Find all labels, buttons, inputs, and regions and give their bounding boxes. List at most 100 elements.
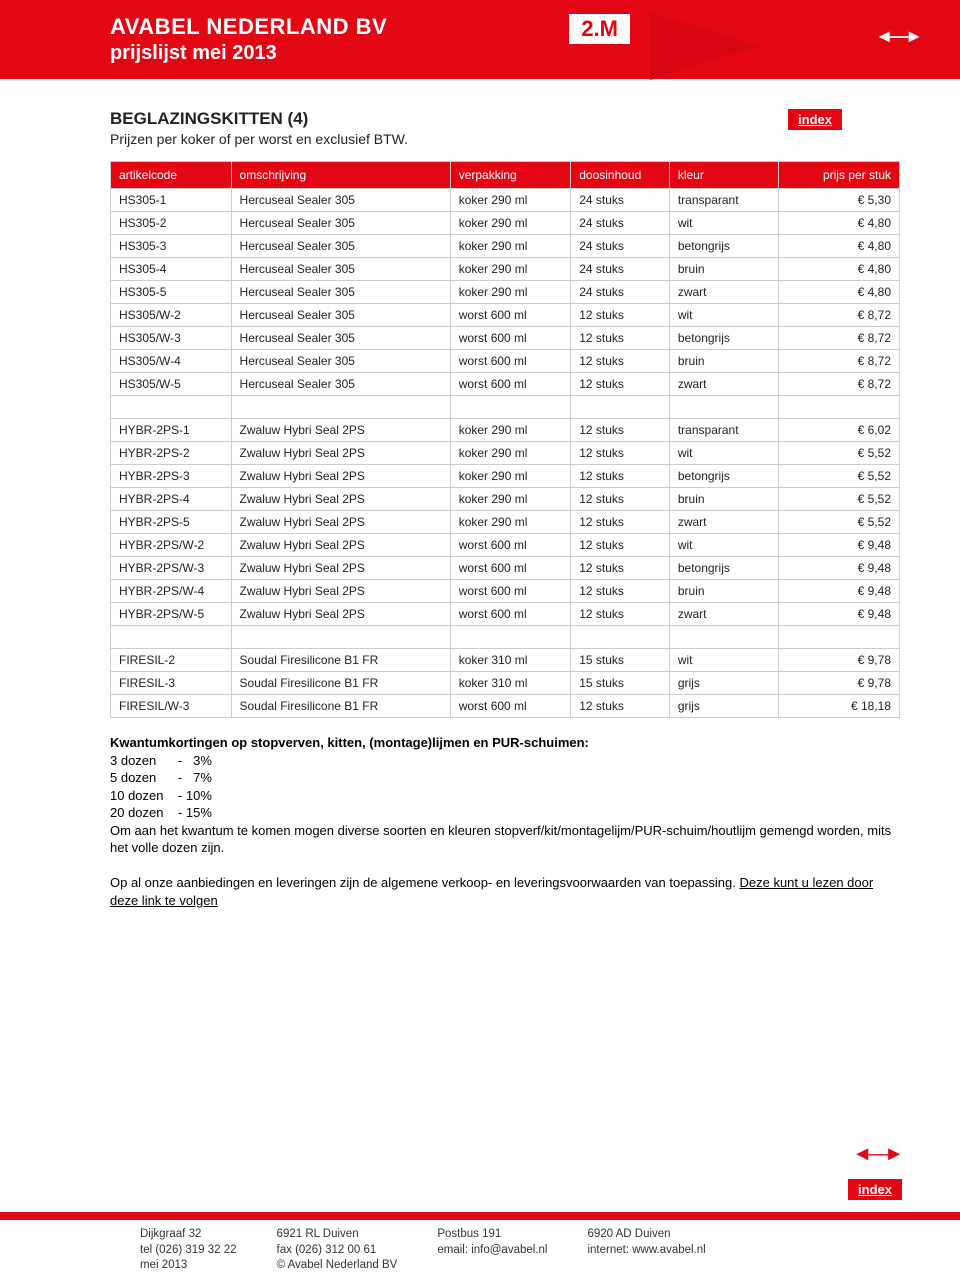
cell: HS305/W-3: [111, 327, 232, 350]
cell: 12 stuks: [571, 557, 670, 580]
index-link-top[interactable]: index: [788, 109, 842, 130]
table-row: HYBR-2PS/W-5Zwaluw Hybri Seal 2PSworst 6…: [111, 603, 900, 626]
cell: worst 600 ml: [450, 534, 571, 557]
cell: wit: [669, 212, 779, 235]
cell: worst 600 ml: [450, 580, 571, 603]
cell: € 4,80: [779, 235, 900, 258]
table-row: HYBR-2PS/W-4Zwaluw Hybri Seal 2PSworst 6…: [111, 580, 900, 603]
cell: € 4,80: [779, 281, 900, 304]
column-header: prijs per stuk: [779, 162, 900, 189]
cell: 12 stuks: [571, 373, 670, 396]
footer: Dijkgraaf 32tel (026) 319 32 22mei 2013 …: [0, 1227, 960, 1274]
cell: € 9,48: [779, 534, 900, 557]
cell: worst 600 ml: [450, 557, 571, 580]
cell: € 4,80: [779, 258, 900, 281]
cell: betongrijs: [669, 557, 779, 580]
cell: Hercuseal Sealer 305: [231, 350, 450, 373]
cell: € 5,52: [779, 442, 900, 465]
cell: grijs: [669, 695, 779, 718]
cell: 12 stuks: [571, 419, 670, 442]
cell: Zwaluw Hybri Seal 2PS: [231, 603, 450, 626]
cell: HYBR-2PS/W-4: [111, 580, 232, 603]
cell: HYBR-2PS-4: [111, 488, 232, 511]
cell: koker 290 ml: [450, 419, 571, 442]
cell: zwart: [669, 511, 779, 534]
cell: 15 stuks: [571, 649, 670, 672]
index-link-bottom[interactable]: index: [848, 1179, 902, 1200]
nav-arrows-bottom-icon[interactable]: ◄—►: [852, 1143, 900, 1166]
column-header: doosinhoud: [571, 162, 670, 189]
cell: € 9,78: [779, 672, 900, 695]
discount-lines: 3 dozen - 3%5 dozen - 7%10 dozen - 10%20…: [110, 753, 212, 821]
cell: zwart: [669, 603, 779, 626]
cell: worst 600 ml: [450, 603, 571, 626]
notes-para2a: Op al onze aanbiedingen en leveringen zi…: [110, 875, 739, 890]
cell: bruin: [669, 580, 779, 603]
cell: € 4,80: [779, 212, 900, 235]
nav-arrows-icon[interactable]: ◄—►: [875, 26, 920, 47]
section-title: BEGLAZINGSKITTEN (4): [110, 109, 900, 129]
cell: 12 stuks: [571, 350, 670, 373]
table-row: HYBR-2PS-3Zwaluw Hybri Seal 2PSkoker 290…: [111, 465, 900, 488]
cell: 12 stuks: [571, 511, 670, 534]
cell: betongrijs: [669, 235, 779, 258]
column-header: artikelcode: [111, 162, 232, 189]
cell: HYBR-2PS-3: [111, 465, 232, 488]
table-row: [111, 396, 900, 419]
cell: wit: [669, 442, 779, 465]
table-row: HS305-4Hercuseal Sealer 305koker 290 ml2…: [111, 258, 900, 281]
cell: wit: [669, 649, 779, 672]
cell: worst 600 ml: [450, 350, 571, 373]
cell: Soudal Firesilicone B1 FR: [231, 695, 450, 718]
cell: 12 stuks: [571, 442, 670, 465]
cell: 12 stuks: [571, 580, 670, 603]
table-row: HS305/W-3Hercuseal Sealer 305worst 600 m…: [111, 327, 900, 350]
table-row: FIRESIL-2Soudal Firesilicone B1 FRkoker …: [111, 649, 900, 672]
cell: zwart: [669, 373, 779, 396]
notes-block: Kwantumkortingen op stopverven, kitten, …: [110, 734, 900, 909]
table-row: HYBR-2PS/W-2Zwaluw Hybri Seal 2PSworst 6…: [111, 534, 900, 557]
cell: koker 290 ml: [450, 511, 571, 534]
cell: transparant: [669, 419, 779, 442]
table-row: [111, 626, 900, 649]
cell: Hercuseal Sealer 305: [231, 212, 450, 235]
notes-heading: Kwantumkortingen op stopverven, kitten, …: [110, 735, 589, 750]
cell: wit: [669, 304, 779, 327]
cell: HS305-3: [111, 235, 232, 258]
cell: 24 stuks: [571, 235, 670, 258]
cell: worst 600 ml: [450, 304, 571, 327]
cell: Soudal Firesilicone B1 FR: [231, 649, 450, 672]
footer-col-1: Dijkgraaf 32tel (026) 319 32 22mei 2013: [140, 1227, 237, 1274]
column-header: omschrijving: [231, 162, 450, 189]
cell: Hercuseal Sealer 305: [231, 258, 450, 281]
cell: HS305/W-4: [111, 350, 232, 373]
cell: HYBR-2PS-1: [111, 419, 232, 442]
cell: Zwaluw Hybri Seal 2PS: [231, 488, 450, 511]
header-triangle-icon: [650, 12, 760, 80]
cell: koker 290 ml: [450, 258, 571, 281]
cell: worst 600 ml: [450, 695, 571, 718]
cell: HYBR-2PS/W-2: [111, 534, 232, 557]
cell: HYBR-2PS/W-3: [111, 557, 232, 580]
cell: € 5,52: [779, 465, 900, 488]
cell: € 9,48: [779, 603, 900, 626]
table-row: HYBR-2PS-1Zwaluw Hybri Seal 2PSkoker 290…: [111, 419, 900, 442]
cell: worst 600 ml: [450, 373, 571, 396]
cell: Hercuseal Sealer 305: [231, 373, 450, 396]
cell: koker 290 ml: [450, 465, 571, 488]
cell: bruin: [669, 258, 779, 281]
notes-para1: Om aan het kwantum te komen mogen divers…: [110, 823, 891, 856]
section-subtitle: Prijzen per koker of per worst en exclus…: [110, 131, 900, 147]
cell: HYBR-2PS-5: [111, 511, 232, 534]
cell: 12 stuks: [571, 534, 670, 557]
document-subtitle: prijslijst mei 2013: [110, 42, 960, 65]
cell: koker 290 ml: [450, 189, 571, 212]
cell: FIRESIL/W-3: [111, 695, 232, 718]
cell: koker 290 ml: [450, 488, 571, 511]
table-row: FIRESIL/W-3Soudal Firesilicone B1 FRwors…: [111, 695, 900, 718]
cell: 24 stuks: [571, 189, 670, 212]
cell: € 5,52: [779, 488, 900, 511]
cell: worst 600 ml: [450, 327, 571, 350]
cell: wit: [669, 534, 779, 557]
cell: transparant: [669, 189, 779, 212]
